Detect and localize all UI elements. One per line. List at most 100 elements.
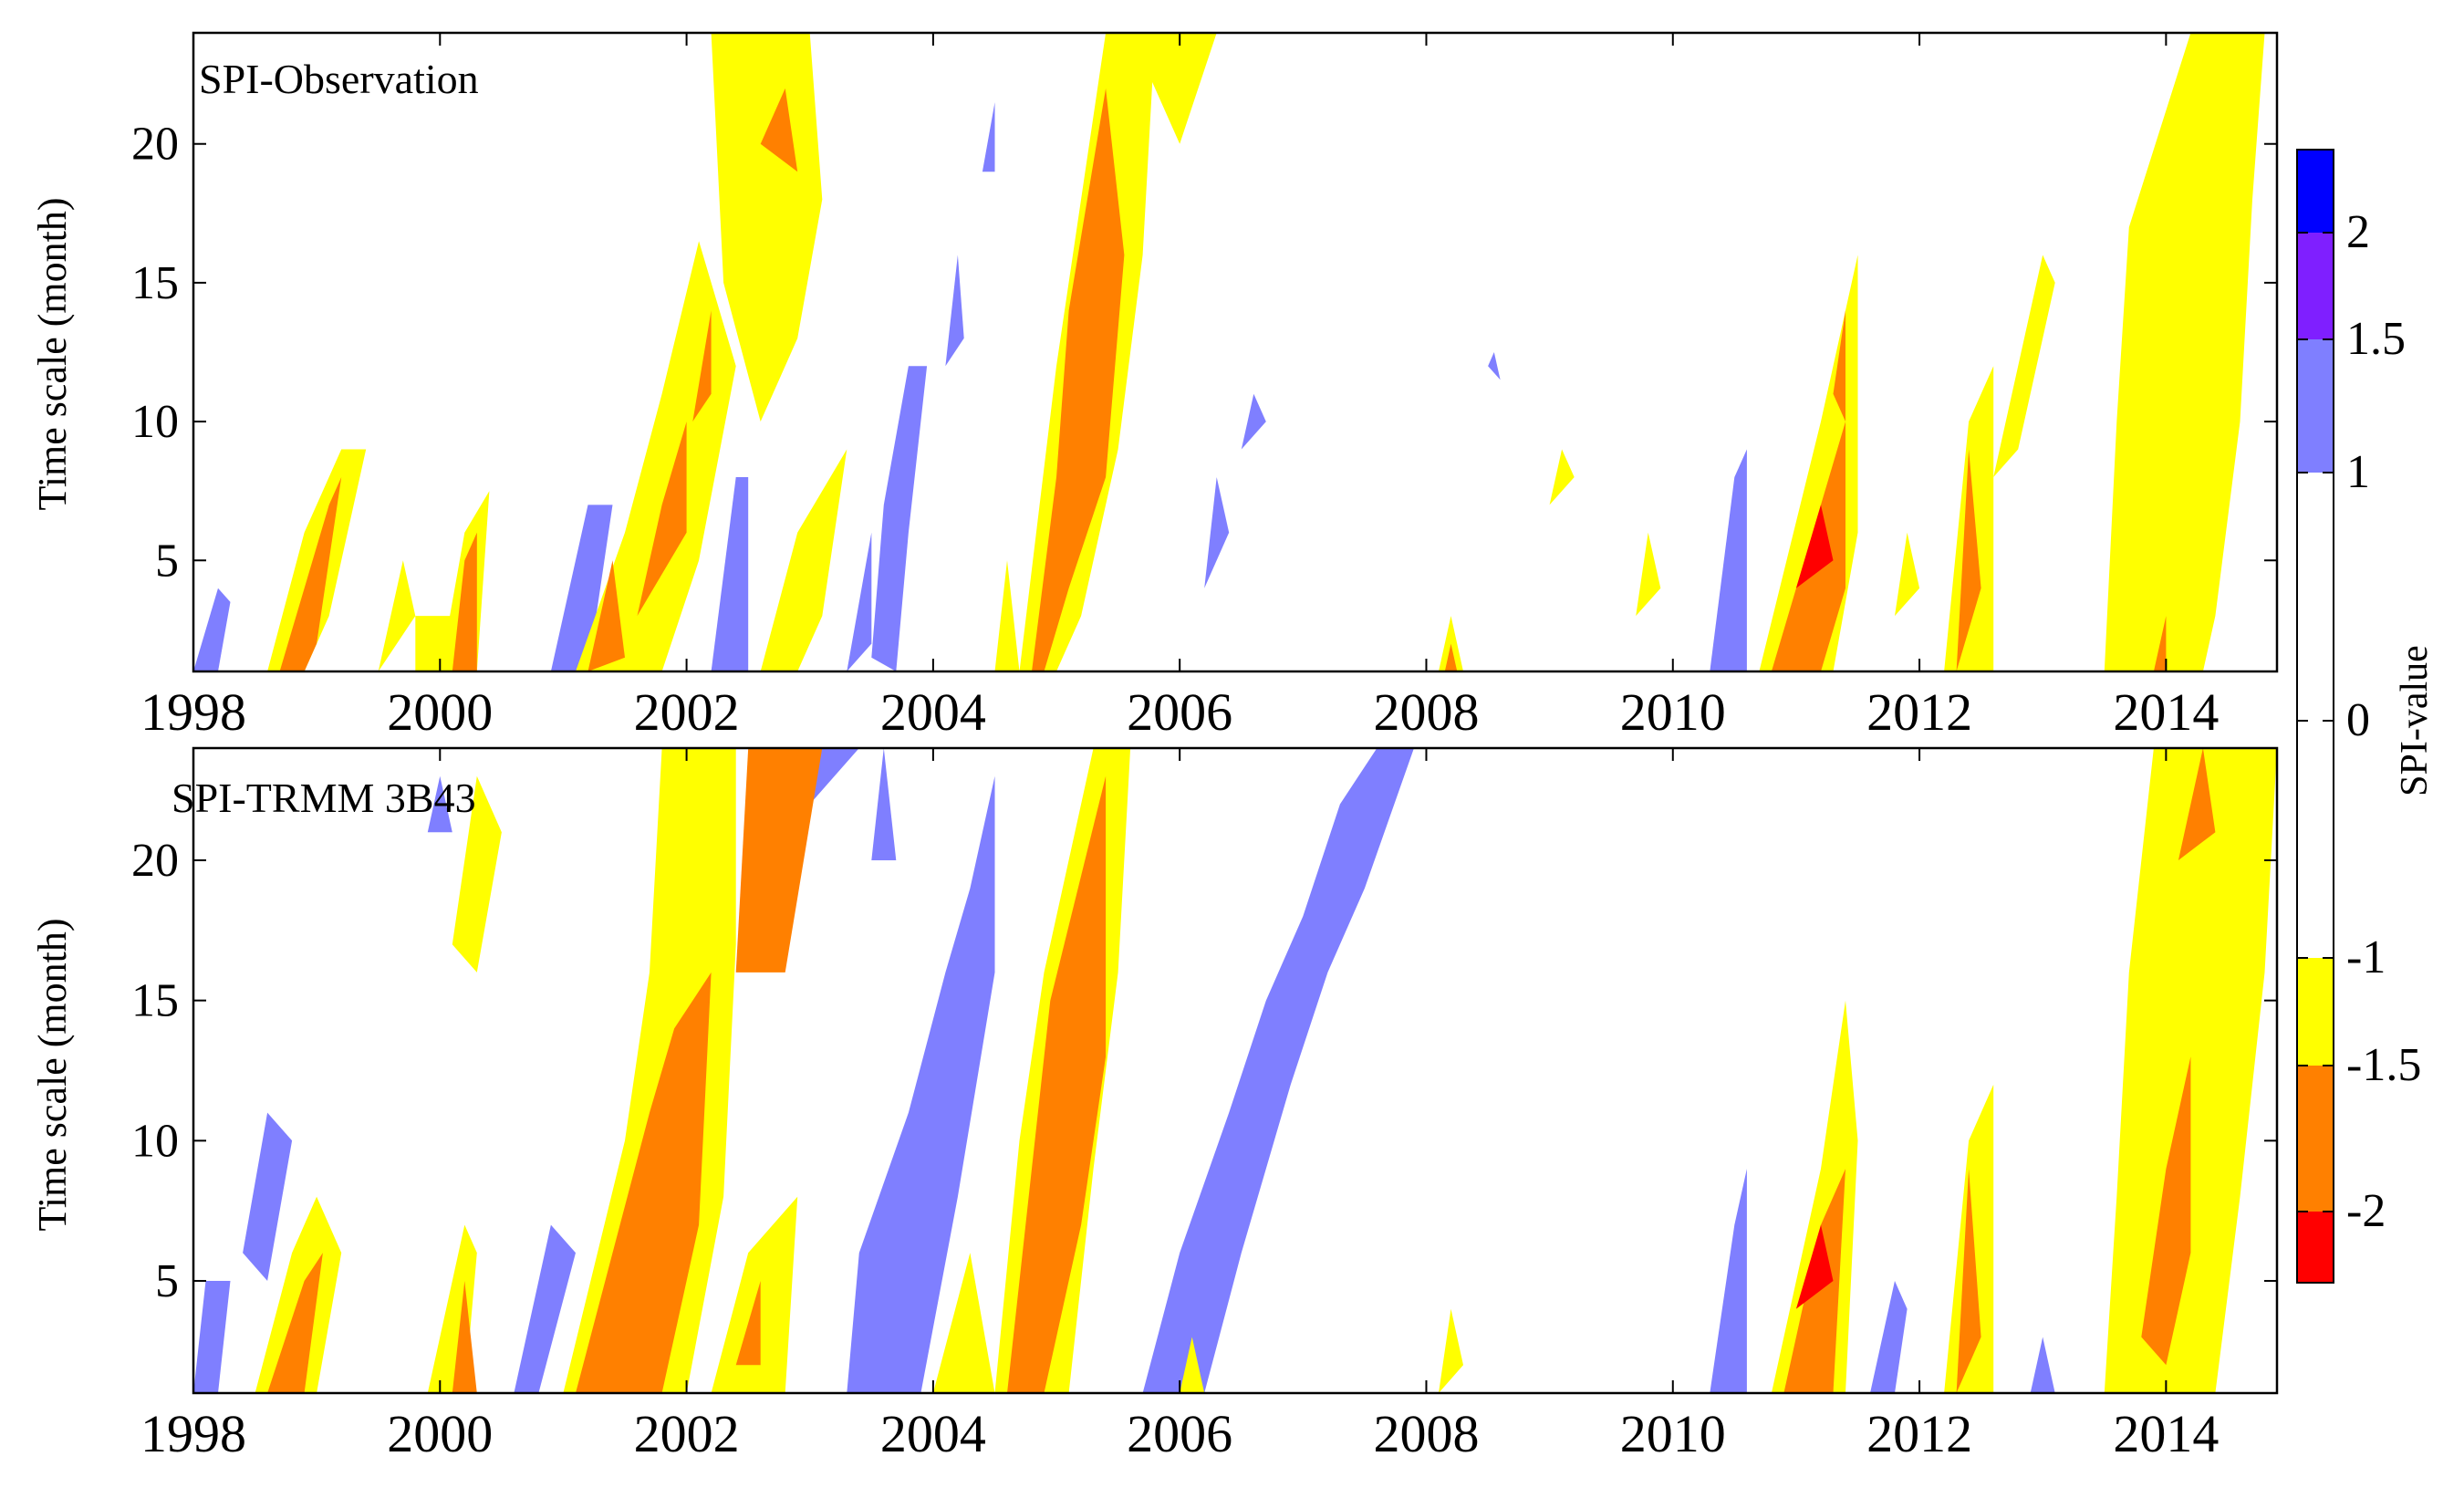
colorbar-frame <box>2296 149 2334 1284</box>
contour-region-orange-41 <box>2153 616 2167 671</box>
contour-region-yellow-2 <box>255 1196 342 1393</box>
contour-region-blue-17 <box>871 366 928 671</box>
contour-region-orange-6 <box>452 532 477 671</box>
colorbar-segment-4 <box>2297 958 2334 1066</box>
contour-region-orange-11 <box>692 310 712 422</box>
contour-region-orange-19 <box>1007 775 1107 1393</box>
contour-region-yellow-22 <box>1439 1308 1463 1393</box>
plot-frame <box>192 31 2279 673</box>
contour-region-blue-28 <box>1488 352 1501 380</box>
contour-region-blue-2 <box>193 588 231 671</box>
contour-region-blue-27 <box>1870 1281 1908 1393</box>
contour-region-yellow-17 <box>932 1253 995 1393</box>
contour-region-orange-33 <box>2178 748 2216 860</box>
y-axis-label: Time scale (month) <box>30 919 75 1232</box>
colorbar-segment-3 <box>2297 473 2334 958</box>
plot-area-background <box>193 33 2277 671</box>
contour-region-orange-10 <box>637 421 687 617</box>
contour-region-orange-14 <box>760 88 798 172</box>
axis-ticks: 1998 2000 2002 2004 2006 2008 2010 2012 2014 5 10 1… <box>131 748 2277 1463</box>
contour-region-blue-15 <box>847 775 995 1393</box>
x-tick-label: 2002 <box>634 1404 740 1463</box>
contour-region-blue-8 <box>514 1224 576 1393</box>
x-tick-label: 2012 <box>1866 682 1972 742</box>
x-tick-label: 2000 <box>387 682 493 742</box>
contour-region-yellow-40 <box>2104 33 2265 671</box>
contour-region-yellow-3 <box>378 560 416 671</box>
x-tick-label: 2004 <box>880 1404 986 1463</box>
axis-ticks: 1998 2000 2002 2004 2006 2008 2010 2012 2014 5 10 1… <box>131 33 2277 742</box>
colorbar-tick-label: -1 <box>2346 931 2386 983</box>
contour-region-orange-11 <box>735 748 823 973</box>
contour-region-blue-0 <box>193 1281 231 1393</box>
colorbar-tick-label: -2 <box>2346 1185 2386 1237</box>
contour-region-orange-38 <box>1956 449 1981 671</box>
contour-region-orange-7 <box>452 1281 477 1393</box>
contour-region-blue-23 <box>1710 1169 1747 1393</box>
contour-region-yellow-5 <box>452 775 502 973</box>
colorbar-segment-2 <box>2297 339 2334 473</box>
x-tick-label: 2010 <box>1620 682 1726 742</box>
contour-region-yellow-8 <box>576 241 736 671</box>
y-tick-label: 15 <box>131 975 179 1027</box>
colorbar-segment-5 <box>2297 1066 2334 1212</box>
colorbar: 2 1.5 1 0 -1 -1.5 -2 SPI-value <box>2296 149 2436 1284</box>
x-tick-label: 2002 <box>634 682 740 742</box>
contour-region-red-26 <box>1795 1224 1834 1309</box>
contour-region-blue-24 <box>1204 477 1230 588</box>
colorbar-ticks: 2 1.5 1 0 -1 -1.5 -2 <box>2297 206 2421 1237</box>
x-tick-label: 2014 <box>2113 1404 2219 1463</box>
contour-region-yellow-30 <box>1636 532 1661 617</box>
contour-region-yellow-23 <box>1130 33 1217 144</box>
contour-region-yellow-21 <box>1180 1337 1205 1393</box>
contour-region-blue-25 <box>1241 393 1266 450</box>
x-tick-label: 2004 <box>880 682 986 742</box>
contour-region-blue-16 <box>871 748 897 860</box>
colorbar-tick-label: 1 <box>2346 446 2370 498</box>
contour-region-blue-30 <box>2030 1337 2055 1393</box>
contour-region-red-34 <box>1795 505 1834 588</box>
contour-region-yellow-36 <box>1895 532 1920 617</box>
contour-region-yellow-15 <box>760 449 847 671</box>
x-tick-label: 1998 <box>140 1404 246 1463</box>
contour-region-orange-32 <box>2141 1056 2191 1366</box>
contour-region-yellow-13 <box>711 33 823 422</box>
panel-spi-observation: 1998 2000 2002 2004 2006 2008 2010 2012 2014 5 10 1… <box>30 31 2279 742</box>
panel-title: SPI-Observation <box>199 56 479 102</box>
x-tick-label: 2008 <box>1373 682 1479 742</box>
x-tick-label: 2006 <box>1127 682 1232 742</box>
colorbar-segment-1 <box>2297 233 2334 339</box>
contour-region-yellow-39 <box>1993 255 2055 477</box>
colorbar-tick-label: -1.5 <box>2346 1039 2421 1091</box>
y-tick-label: 5 <box>155 535 179 587</box>
contour-region-orange-35 <box>1833 310 1845 422</box>
contour-region-orange-13 <box>735 1281 761 1366</box>
contour-region-orange-33 <box>1771 421 1845 671</box>
x-tick-label: 1998 <box>140 682 246 742</box>
contour-region-orange-10 <box>576 972 712 1393</box>
contour-regions <box>193 33 2265 671</box>
x-tick-label: 2000 <box>387 1404 493 1463</box>
contour-region-orange-22 <box>1032 88 1125 671</box>
contour-regions <box>193 748 2277 1393</box>
contour-region-blue-1 <box>243 1112 293 1281</box>
colorbar-segments <box>2297 150 2334 1283</box>
contour-region-yellow-29 <box>1549 449 1575 505</box>
contour-region-yellow-20 <box>994 560 1020 671</box>
y-axis-label: Time scale (month) <box>30 198 75 511</box>
contour-region-blue-4 <box>427 775 452 833</box>
contour-region-orange-3 <box>267 1253 323 1393</box>
contour-region-blue-12 <box>711 477 749 671</box>
contour-region-orange-9 <box>587 560 625 671</box>
contour-region-blue-16 <box>847 532 872 671</box>
panel-spi-trmm: 1998 2000 2002 2004 2006 2008 2010 2012 2014 5 10 1… <box>30 746 2279 1463</box>
plot-frame <box>192 746 2279 1395</box>
contour-region-yellow-12 <box>711 1196 798 1393</box>
contour-region-orange-29 <box>1956 1169 1981 1393</box>
contour-region-orange-27 <box>1444 643 1458 671</box>
contour-region-blue-20 <box>1142 748 1414 1393</box>
contour-region-yellow-26 <box>1439 616 1463 671</box>
x-tick-label: 2014 <box>2113 682 2219 742</box>
contour-region-yellow-4 <box>415 616 452 671</box>
